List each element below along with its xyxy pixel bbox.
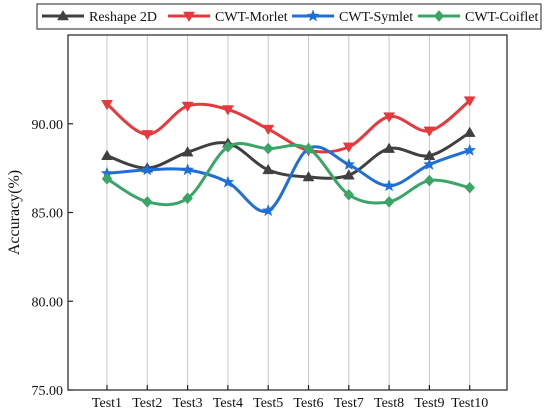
x-tick-label: Test8 — [374, 396, 404, 411]
y-tick-label: 90.00 — [32, 118, 64, 133]
legend-marker — [433, 10, 445, 22]
x-axis: Test1 Test2 Test3 Test4 Test5 Test6 Test7 Test8… — [92, 385, 488, 411]
x-tick-label: Test2 — [132, 396, 162, 411]
data-point — [343, 188, 355, 201]
data-point — [181, 101, 194, 112]
data-point — [261, 204, 275, 217]
x-tick-label: Test4 — [213, 396, 243, 411]
data-point — [141, 130, 154, 141]
data-point — [140, 163, 154, 176]
data-point — [383, 142, 396, 153]
data-point — [222, 140, 234, 153]
x-tick-label: Test3 — [173, 396, 203, 411]
data-point — [302, 171, 315, 182]
data-point — [101, 99, 113, 111]
data-point — [342, 142, 355, 153]
data-point — [463, 96, 476, 107]
data-point — [303, 142, 314, 155]
y-axis-label: Accuracy(%) — [6, 170, 23, 255]
x-tick-label: Test6 — [293, 396, 323, 411]
series-cwt-coiflet — [101, 140, 476, 208]
data-point — [464, 181, 476, 194]
series-line — [106, 142, 471, 207]
data-point — [383, 112, 396, 123]
data-point — [181, 163, 194, 176]
data-point — [382, 179, 396, 192]
legend-item: CWT-Coiflet — [418, 10, 538, 25]
series-reshape-2d — [101, 126, 476, 182]
y-axis: 75.00 80.00 85.00 90.00 — [32, 118, 73, 399]
legend-label: CWT-Morlet — [215, 10, 288, 25]
legend-marker — [306, 9, 320, 22]
x-tick-label: Test9 — [414, 396, 444, 411]
y-tick-label: 80.00 — [32, 295, 64, 310]
data-point — [141, 195, 153, 208]
data-point — [423, 157, 436, 171]
y-tick-label: 75.00 — [32, 384, 64, 399]
data-point — [424, 174, 435, 187]
legend-label: Reshape 2D — [89, 10, 157, 25]
legend-item: Reshape 2D — [42, 10, 157, 25]
data-point — [221, 175, 235, 188]
x-tick-label: Test7 — [334, 396, 364, 411]
y-tick-label: 85.00 — [32, 207, 64, 222]
x-tick-label: Test5 — [253, 396, 283, 411]
data-point — [221, 105, 234, 116]
x-tick-label: Test1 — [92, 396, 122, 411]
legend-label: CWT-Coiflet — [465, 10, 538, 25]
plot-frame — [67, 34, 508, 391]
data-point — [423, 126, 436, 137]
legend-marker — [183, 11, 195, 22]
x-tick-label: Test10 — [451, 396, 488, 411]
data-point — [262, 142, 274, 155]
series-line — [106, 145, 471, 213]
legend: Reshape 2D CWT-Morlet CWT-Symlet CWT-Coifle… — [36, 3, 542, 30]
data-point — [101, 172, 113, 185]
data-point — [181, 146, 194, 157]
series-line — [106, 131, 471, 180]
series-lines — [100, 96, 477, 217]
data-point — [342, 157, 356, 171]
gridlines — [106, 35, 471, 390]
data-point — [182, 192, 193, 205]
legend-item: CWT-Symlet — [292, 9, 413, 25]
data-point — [101, 149, 113, 160]
legend-label: CWT-Symlet — [339, 10, 413, 25]
data-point — [342, 169, 355, 180]
data-point — [262, 124, 275, 136]
series-line — [106, 99, 471, 154]
legend-marker — [57, 10, 69, 21]
series-cwt-symlet — [100, 141, 477, 217]
legend-item: CWT-Morlet — [168, 10, 288, 25]
data-point — [262, 163, 275, 175]
data-point — [383, 195, 395, 208]
data-point — [463, 126, 476, 137]
data-point — [463, 143, 477, 156]
